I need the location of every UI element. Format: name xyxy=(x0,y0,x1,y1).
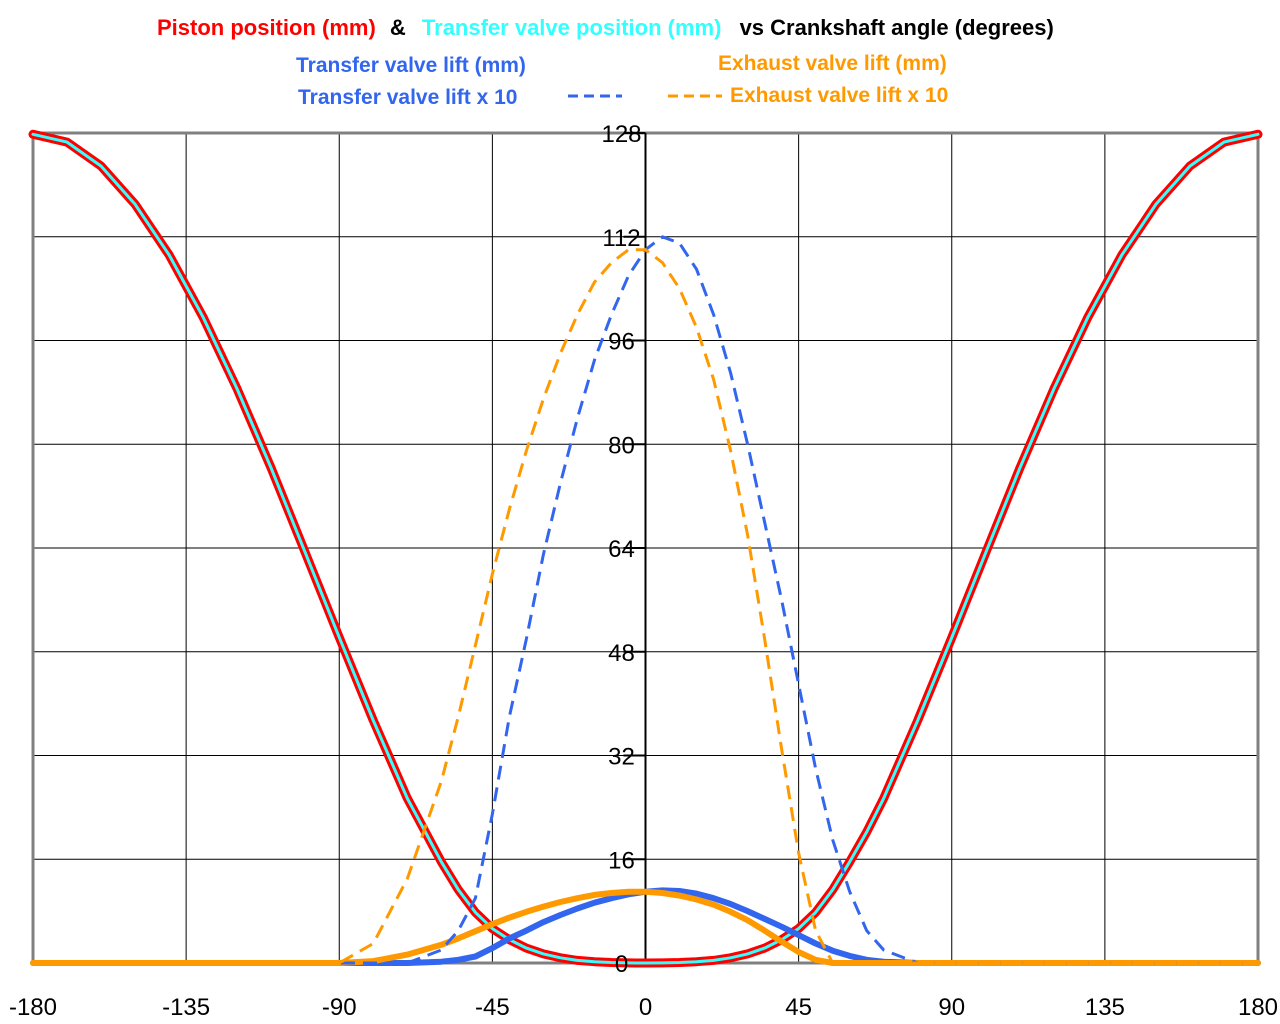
x-tick-label-2: -90 xyxy=(322,994,357,1021)
series-line-1 xyxy=(31,132,1260,965)
title-amp: & xyxy=(390,15,406,40)
series-layer xyxy=(28,129,1263,968)
legend-exhaust-lift-x10: Exhaust valve lift x 10 xyxy=(730,84,948,107)
x-tick-label-3: -45 xyxy=(475,994,510,1021)
series-line-5 xyxy=(33,248,1258,965)
legend-transfer-lift: Transfer valve lift (mm) xyxy=(296,54,526,77)
y-tick-label-6: 96 xyxy=(608,329,635,356)
x-tick-label-8: 180 xyxy=(1238,994,1278,1021)
x-tick-label-1: -135 xyxy=(162,994,210,1021)
y-tick-label-4: 64 xyxy=(608,536,635,563)
x-tick-label-0: -180 xyxy=(9,994,57,1021)
y-tick-label-7: 112 xyxy=(602,225,640,252)
x-tick-label-5: 45 xyxy=(785,994,812,1021)
legend-exhaust-lift: Exhaust valve lift (mm) xyxy=(718,52,947,75)
y-tick-label-1: 16 xyxy=(608,847,635,874)
legend-transfer-lift-x10: Transfer valve lift x 10 xyxy=(298,86,517,109)
y-tick-label-2: 32 xyxy=(608,744,635,771)
y-tick-label-0: 0 xyxy=(615,951,628,978)
title-crank: vs Crankshaft angle (degrees) xyxy=(740,15,1054,40)
x-tick-label-7: 135 xyxy=(1085,994,1125,1021)
y-tick-label-5: 80 xyxy=(608,432,635,459)
x-tick-label-6: 90 xyxy=(938,994,965,1021)
axis-labels: 0 16 32 48 64 80 96 112 128 -180 -135 -90 -45 0 45 90 13… xyxy=(9,121,1278,1021)
chart-title: Piston position (mm) & Transfer valve po… xyxy=(157,15,1054,40)
title-transfer: Transfer valve position (mm) xyxy=(422,15,722,40)
legend: Transfer valve lift (mm) Exhaust valve l… xyxy=(296,52,948,109)
y-tick-label-3: 48 xyxy=(608,640,635,667)
title-piston: Piston position (mm) xyxy=(157,15,376,40)
x-tick-label-4: 0 xyxy=(639,994,652,1021)
y-tick-label-8: 128 xyxy=(601,121,641,148)
